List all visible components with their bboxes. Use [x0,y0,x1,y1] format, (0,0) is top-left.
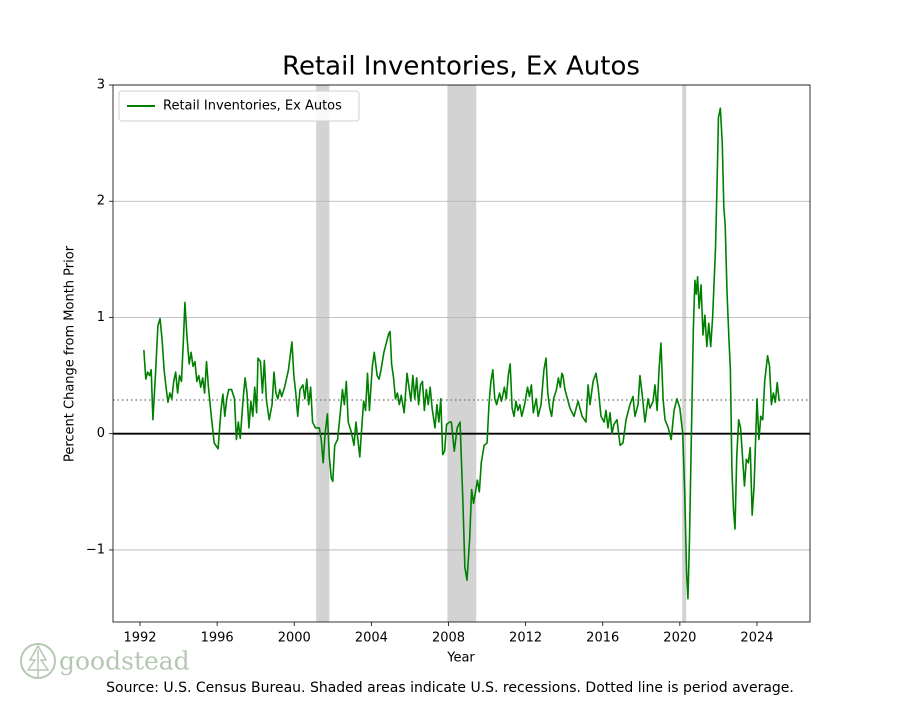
recession-shade [682,85,687,622]
x-tick-label: 2000 [278,631,311,646]
x-tick-label: 2016 [586,631,619,646]
x-axis-label: Year [446,651,475,666]
logo-ring [20,643,56,679]
data-line [143,107,780,600]
y-tick-label: −1 [86,542,105,557]
plot-area: −1 0 1 2 3 1992 1996 2000 2004 2008 2012 2016 2020 20… [86,78,811,646]
chart-title: Retail Inventories, Ex Autos [282,52,640,82]
x-tick-label: 2024 [740,631,773,646]
x-tick-label: 1992 [123,631,156,646]
y-tick-label: 2 [97,194,105,209]
logo: goodstead [20,643,190,679]
y-tick-label: 3 [97,78,105,93]
x-tick-label: 2004 [355,631,388,646]
x-tick-label: 2012 [509,631,542,646]
watermark: goodstead [59,647,190,676]
x-tick-label: 2008 [432,631,465,646]
x-tick-label: 2020 [663,631,696,646]
legend: Retail Inventories, Ex Autos [118,90,360,122]
y-tick-label: 1 [97,310,105,325]
y-axis-label: Percent Change from Month Prior [63,245,78,462]
source-note: Source: U.S. Census Bureau. Shaded areas… [106,680,794,696]
x-tick-label: 1996 [201,631,234,646]
recession-shade [316,85,330,622]
plot-frame [112,84,811,623]
legend-label: Retail Inventories, Ex Autos [163,99,342,114]
legend-box [118,90,360,122]
recession-shade [447,85,477,622]
y-tick-label: 0 [97,426,105,441]
